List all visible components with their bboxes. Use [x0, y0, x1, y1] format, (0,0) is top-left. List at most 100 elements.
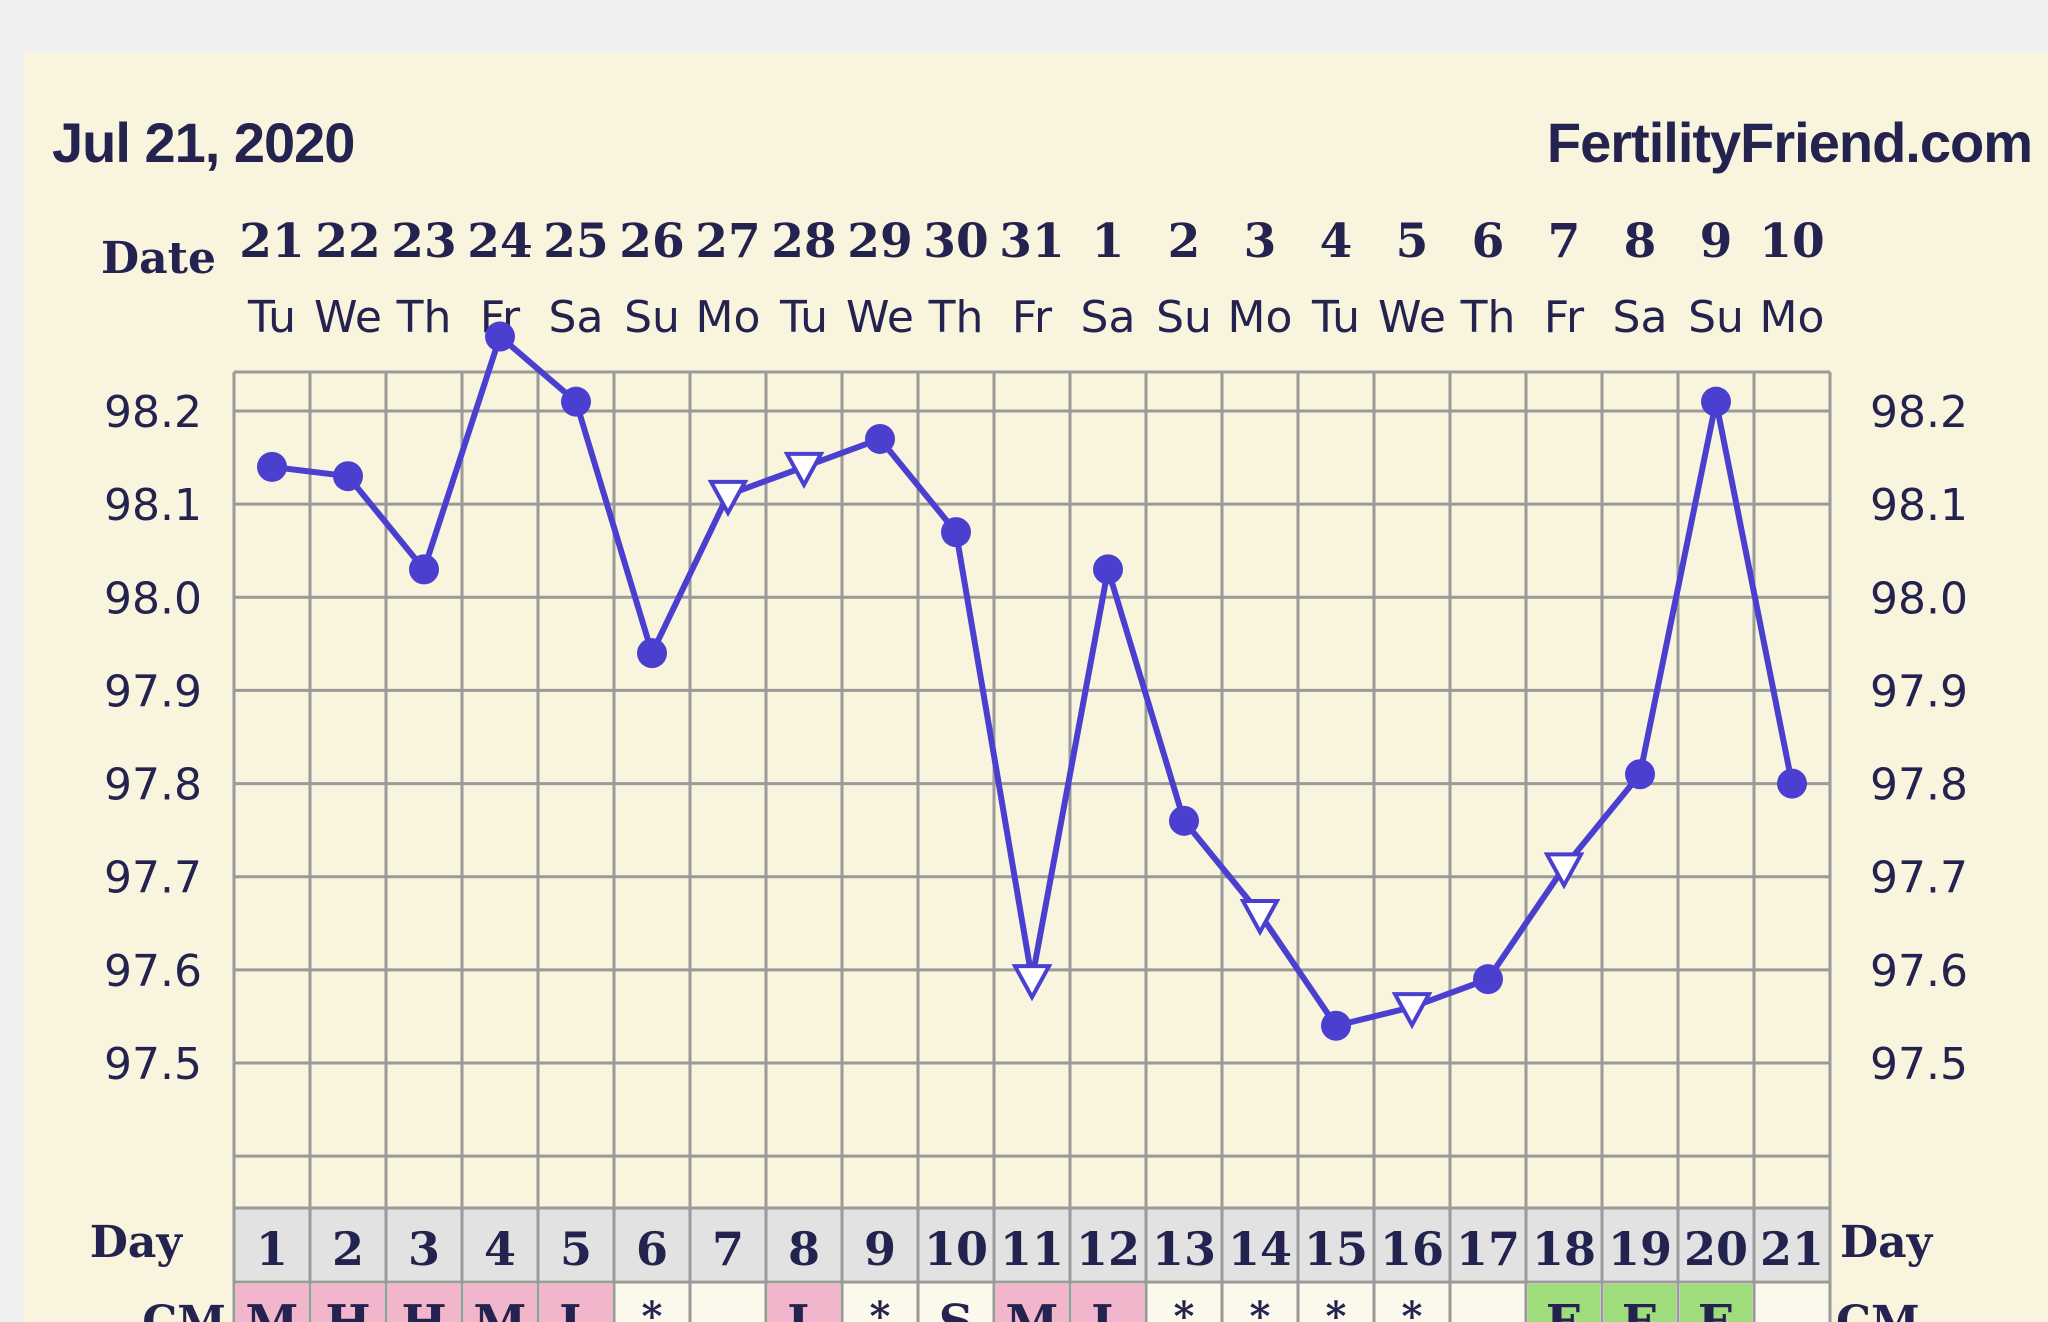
weekday-label: Sa: [549, 292, 604, 343]
y-tick-label-left: 97.9: [104, 666, 202, 717]
y-tick-label-left: 97.8: [104, 760, 202, 811]
y-tick-label-left: 97.7: [104, 853, 202, 904]
date-label: 21: [239, 214, 304, 269]
date-label: 9: [1700, 214, 1733, 269]
cycle-day-label: 21: [1760, 1222, 1824, 1276]
date-label: 31: [999, 214, 1064, 269]
cycle-day-label: 9: [864, 1222, 896, 1276]
temperature-point-open: [1011, 964, 1053, 1002]
cm-value: *: [1326, 1293, 1347, 1322]
date-label: 29: [847, 214, 912, 269]
temperature-point: [637, 638, 667, 669]
date-label: 23: [391, 214, 456, 269]
cycle-day-label: 7: [712, 1222, 744, 1276]
temperature-point-open: [1543, 852, 1585, 890]
temperature-line: [271, 333, 1795, 1029]
date-label: 28: [771, 214, 836, 269]
weekday-label: Su: [624, 292, 680, 343]
cycle-day-label: 10: [924, 1222, 988, 1276]
date-label: 4: [1320, 214, 1353, 269]
cycle-day-label: 19: [1608, 1222, 1672, 1276]
weekday-label: Sa: [1081, 292, 1136, 343]
cycle-day-label: 2: [332, 1222, 364, 1276]
weekday-label: Su: [1688, 292, 1744, 343]
weekday-label: Fr: [1012, 292, 1053, 343]
cm-cell-highlight: [996, 1284, 1068, 1322]
weekday-label: Tu: [779, 292, 828, 343]
cycle-day-label: 1: [256, 1222, 288, 1276]
cm-cell-highlight: [312, 1284, 384, 1322]
temperature-point: [333, 461, 363, 492]
y-tick-label-left: 97.6: [104, 946, 202, 997]
temperature-point: [865, 423, 895, 454]
temperature-point: [409, 554, 439, 585]
cm-value: M: [245, 1295, 298, 1322]
temperature-point-open: [1391, 992, 1433, 1030]
weekday-label: Th: [396, 292, 452, 343]
y-tick-label-right: 97.5: [1870, 1039, 1968, 1090]
date-label: 30: [923, 214, 988, 269]
date-label: 3: [1244, 214, 1277, 269]
date-label: 27: [695, 214, 760, 269]
cm-cell-highlight: [388, 1284, 460, 1322]
date-row-label: Date: [101, 233, 216, 284]
weekday-label: Tu: [247, 292, 296, 343]
weekday-label: We: [1378, 292, 1446, 343]
date-label: 10: [1759, 214, 1824, 269]
cm-value: *: [870, 1293, 891, 1322]
cm-cell-highlight: [236, 1284, 308, 1322]
temperature-point: [561, 386, 591, 417]
cm-cell-highlight: [1604, 1284, 1676, 1322]
temperature-point: [257, 451, 287, 482]
temperature-point: [485, 321, 515, 352]
weekday-label: Fr: [1544, 292, 1585, 343]
y-tick-label-right: 97.9: [1870, 666, 1968, 717]
cycle-day-label: 14: [1228, 1222, 1292, 1276]
cycle-day-label: 6: [636, 1222, 668, 1276]
cycle-day-label: 12: [1076, 1222, 1140, 1276]
y-tick-label-right: 98.0: [1870, 573, 1968, 624]
cycle-day-label: 16: [1380, 1222, 1444, 1276]
date-label: 26: [619, 214, 684, 269]
date-label: 8: [1624, 214, 1657, 269]
cm-value: E: [1546, 1295, 1583, 1322]
cm-value: *: [1250, 1293, 1271, 1322]
y-tick-label-right: 98.2: [1870, 387, 1968, 438]
cm-value: H: [325, 1295, 370, 1322]
cm-row-label-right: CM: [1836, 1297, 1920, 1322]
weekday-label: Sa: [1613, 292, 1668, 343]
weekday-label: Su: [1156, 292, 1212, 343]
cycle-day-label: 8: [788, 1222, 820, 1276]
temperature-point: [1093, 554, 1123, 585]
y-tick-label-left: 98.2: [104, 387, 202, 438]
chart-card: Jul 21, 2020 FertilityFriend.com Date Day…: [24, 52, 2048, 1322]
temperature-point-open: [783, 451, 825, 490]
cm-row-label-left: CM: [142, 1297, 226, 1322]
date-label: 5: [1396, 214, 1429, 269]
cycle-day-label: 4: [484, 1222, 516, 1276]
y-tick-label-left: 97.5: [104, 1039, 202, 1090]
temperature-point-open: [1239, 898, 1281, 937]
cm-value: L: [787, 1295, 821, 1322]
cm-cell-highlight: [1680, 1284, 1752, 1322]
cm-value: E: [1622, 1295, 1659, 1322]
cm-value: M: [1005, 1295, 1058, 1322]
cm-value: H: [401, 1295, 446, 1322]
temperature-point: [1777, 768, 1807, 799]
date-label: 7: [1548, 214, 1581, 269]
cm-value: E: [1698, 1295, 1735, 1322]
weekday-label: We: [846, 292, 914, 343]
temperature-point: [1625, 759, 1655, 790]
temperature-point-open: [707, 479, 749, 517]
day-row-label-right: Day: [1840, 1217, 1934, 1268]
weekday-label: Tu: [1311, 292, 1360, 343]
temperature-point: [1701, 386, 1731, 417]
cycle-day-label: 17: [1456, 1222, 1520, 1276]
site-name: FertilityFriend.com: [1546, 111, 2033, 174]
chart-date: Jul 21, 2020: [52, 111, 355, 174]
date-label: 24: [467, 214, 532, 269]
date-label: 25: [543, 214, 608, 269]
y-tick-label-right: 97.6: [1870, 946, 1968, 997]
cm-cell-highlight: [464, 1284, 536, 1322]
date-label: 2: [1168, 214, 1201, 269]
